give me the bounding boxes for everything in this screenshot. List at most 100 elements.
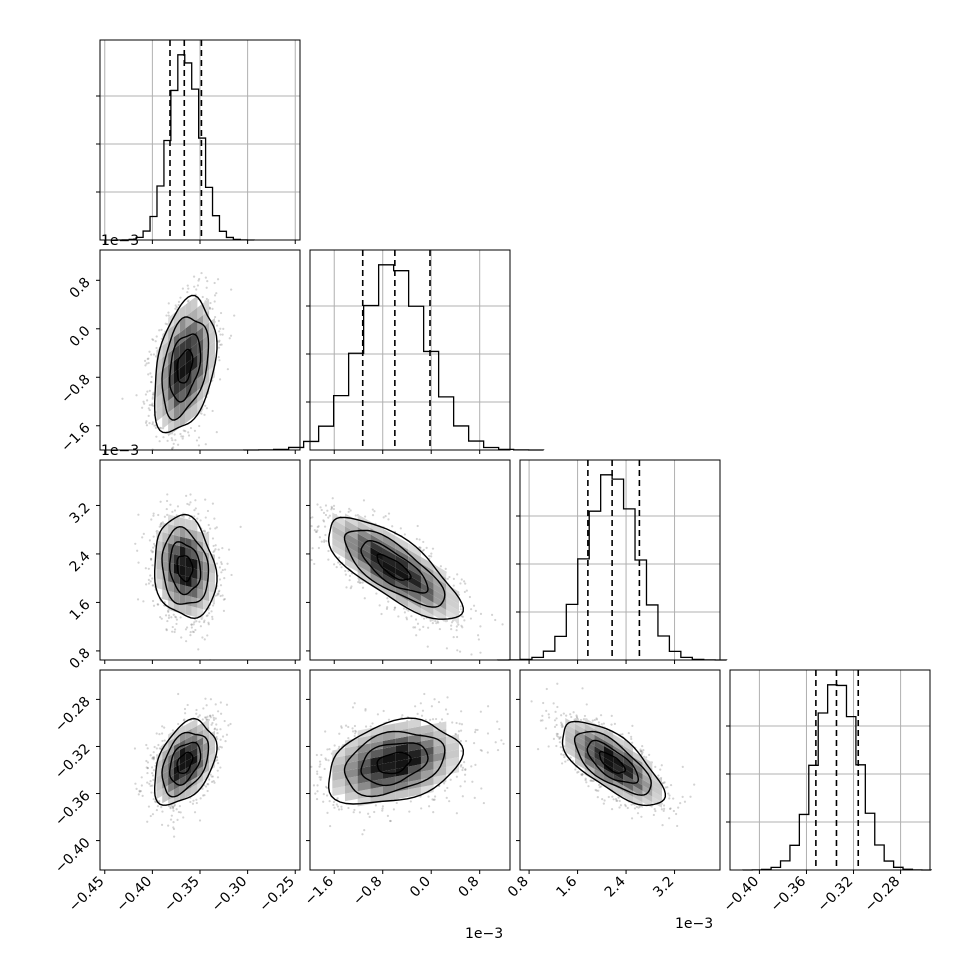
scatter-point [545,709,548,712]
contour-panel-1-0 [96,249,301,454]
scatter-point [358,579,361,582]
scatter-point [139,790,143,793]
scatter-point [672,809,675,813]
density-bin [197,397,204,415]
density-bin [332,763,345,774]
scatter-point [418,628,421,631]
density-bin [408,549,421,564]
y-tick-label: −0.36 [52,788,94,830]
density-bin [173,592,180,604]
scatter-point [159,452,161,454]
scatter-point [218,556,221,559]
contour-panel-3-1 [301,669,511,874]
contour-line [561,720,666,807]
scatter-point [151,402,154,405]
scatter-point [463,590,466,594]
scatter-point [133,747,137,750]
density-bin [168,581,174,593]
scatter-point [661,824,664,827]
scatter-point [153,800,157,803]
x-tick-label: −0.8 [350,874,385,909]
density-bin [574,729,585,741]
scatter-point [217,590,220,593]
scatter-point [167,311,170,314]
scatter-point [330,505,333,508]
density-bin [185,300,192,317]
scatter-point [197,436,201,439]
scatter-point [152,769,155,772]
scatter-point [145,759,148,763]
scatter-point [561,723,564,726]
scatter-point [445,647,449,650]
scatter-point [482,801,485,805]
scatter-point [630,803,633,806]
scatter-point [212,544,215,548]
scatter-point [223,577,226,580]
scatter-point [494,618,497,622]
scatter-point [149,814,152,818]
density-bin [613,751,624,763]
scatter-point [184,628,188,631]
scatter-point [207,621,210,624]
scatter-point [204,716,208,719]
contour-line [327,717,465,805]
scatter-point [337,561,340,564]
scatter-point [152,404,155,407]
scatter-point [316,503,319,506]
scatter-point [310,558,313,562]
scatter-point [669,807,672,810]
scatter-point [164,614,168,617]
scatter-point [221,568,224,572]
contour-line [176,751,194,774]
scatter-point [174,439,177,442]
scatter-point [225,733,229,736]
scatter-point [463,761,466,764]
scatter-point [312,784,316,787]
scatter-point [167,314,170,317]
scatter-point [151,599,155,603]
scatter-point [217,319,220,322]
panel-content [310,491,504,656]
scatter-point [150,557,153,561]
scatter-point [204,716,207,719]
scatter-point [324,513,328,517]
density-bin [382,528,396,543]
scatter-point [344,573,347,576]
density-bin [179,584,186,596]
scatter-point [378,604,381,607]
density-bin [179,593,186,605]
scatter-point [320,776,323,779]
scatter-point [597,789,600,792]
scatter-point [152,535,155,538]
scatter-point [158,747,161,750]
scatter-point [480,749,483,752]
scatter-point [446,712,449,716]
scatter-point [496,748,500,752]
scatter-point [641,751,644,754]
scatter-point [214,594,217,597]
scatter-point [187,287,190,290]
scatter-point [463,773,467,776]
scatter-point [585,703,588,706]
scatter-point [479,710,482,713]
scatter-point [202,794,205,797]
scatter-point [170,437,173,440]
scatter-point [666,786,669,789]
scatter-point [301,778,303,780]
density-bin [565,740,575,753]
scatter-point [444,567,447,570]
scatter-point [348,574,352,577]
scatter-point [179,432,182,436]
scatter-point [617,796,620,799]
scatter-point [561,725,564,729]
scatter-point [217,346,221,349]
scatter-point [229,334,233,337]
scatter-point [150,766,154,769]
density-bin [197,531,204,543]
density-bin [395,555,409,569]
density-bin [185,604,192,616]
contour-panel-2-0 [96,459,301,664]
panel-frame [729,669,931,871]
scatter-point [353,732,357,735]
scatter-point [418,546,421,549]
